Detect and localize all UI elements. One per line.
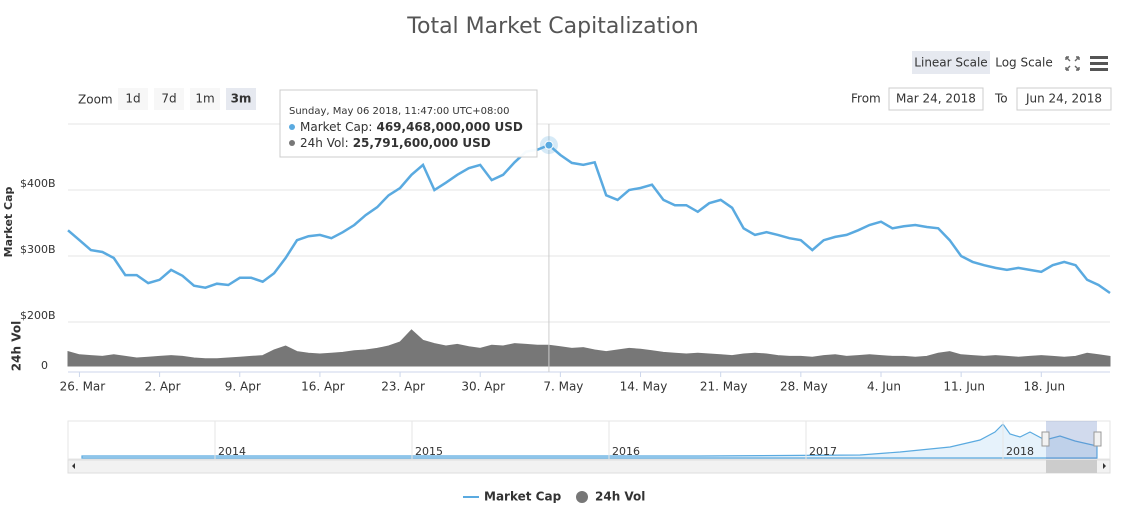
tooltip-box (279, 89, 538, 158)
hover-marker (544, 140, 554, 150)
y2-tick-label: 0 (41, 359, 48, 372)
legend: Market Cap 24h Vol (463, 490, 645, 504)
to-label: To (994, 92, 1008, 106)
x-tick-label: 28. May (780, 380, 828, 394)
icon-path (1065, 56, 1080, 71)
y-tick-label: $300B (20, 243, 56, 256)
zoom-button[interactable] (226, 88, 256, 110)
zoom-button-label[interactable]: 1m (195, 92, 214, 106)
scrollbar-track[interactable] (67, 459, 1111, 474)
from-label: From (851, 92, 881, 106)
navigator-label: 2015 (415, 445, 443, 458)
menu-bar (1090, 68, 1108, 71)
x-tick-label: 21. May (700, 380, 748, 394)
tooltip-value: 25,791,600,000 USD (353, 136, 491, 150)
navigator-label: 2014 (218, 445, 246, 458)
scrollbar-thumb[interactable] (1046, 460, 1097, 473)
zoom-button[interactable] (154, 88, 184, 110)
navigator-selection[interactable] (1046, 421, 1097, 459)
navigator-labels: 2014 2015 2016 2017 2018 (214, 421, 1034, 459)
x-tick-label: 7. May (543, 380, 583, 394)
navigator-handle[interactable] (1093, 431, 1102, 447)
market-cap-line (67, 143, 1111, 295)
x-tick-label: 14. May (620, 380, 668, 394)
zoom-button-label[interactable]: 3m (231, 92, 252, 106)
chart-title: Total Market Capitalization (406, 14, 698, 39)
navigator (67, 420, 1111, 474)
scale-button-label[interactable]: Linear Scale (914, 56, 987, 70)
menu-icon[interactable] (1090, 56, 1108, 71)
x-tick-label: 9. Apr (225, 380, 261, 394)
tooltip-dot (289, 124, 295, 130)
x-tick-label: 16. Apr (301, 380, 345, 394)
x-tick-label: 4. Jun (867, 380, 901, 394)
tooltip: Sunday, May 06 2018, 11:47:00 UTC+08:00 M… (279, 89, 538, 158)
x-tick-label: 11. Jun (943, 380, 985, 394)
tooltip-label: 24h Vol: (300, 136, 349, 150)
tooltip-label: Market Cap: (300, 120, 372, 134)
navigator-handle[interactable] (1041, 431, 1050, 447)
y-tick-label: $400B (20, 177, 56, 190)
legend-label[interactable]: 24h Vol (595, 490, 645, 504)
zoom-button[interactable] (190, 88, 220, 110)
menu-bar (1090, 56, 1108, 59)
scale-buttons: Linear Scale Log Scale (912, 51, 1055, 74)
zoom-button[interactable] (118, 88, 148, 110)
x-tick-label: 18. Jun (1023, 380, 1065, 394)
from-input[interactable] (888, 87, 984, 111)
plot-area: $200B $300B $400B 0 26. Mar 2. Apr 9. Apr 16. A… (20, 124, 1111, 394)
menu-bar (1090, 62, 1108, 65)
x-tick-label: 26. Mar (60, 380, 106, 394)
fullscreen-icon[interactable] (1065, 56, 1080, 71)
scale-button[interactable] (993, 51, 1055, 74)
zoom-button-label[interactable]: 1d (125, 92, 140, 106)
x-tick-label: 2. Apr (145, 380, 181, 394)
scale-button-label[interactable]: Log Scale (995, 56, 1053, 70)
zoom-label: Zoom (78, 93, 113, 107)
scale-button[interactable] (912, 51, 990, 74)
zoom-button-label[interactable]: 7d (161, 92, 176, 106)
x-tick-label: 23. Apr (381, 380, 425, 394)
zoom-buttons: 1d 7d 1m 3m (118, 88, 256, 110)
tooltip-line: 24h Vol: 25,791,600,000 USD (300, 136, 491, 150)
tooltip-line: Market Cap: 469,468,000,000 USD (300, 120, 523, 134)
legend-dot (576, 491, 588, 503)
legend-label[interactable]: Market Cap (484, 490, 562, 504)
to-input[interactable] (1016, 87, 1112, 111)
navigator-label: 2018 (1006, 445, 1034, 458)
tooltip-value: 469,468,000,000 USD (376, 120, 522, 134)
x-tick-label: 30. Apr (461, 380, 505, 394)
tooltip-dot (289, 140, 295, 146)
from-value[interactable]: Mar 24, 2018 (896, 92, 976, 106)
to-value[interactable]: Jun 24, 2018 (1025, 92, 1102, 106)
volume-area (67, 329, 1111, 367)
y-axis-title: Market Cap (2, 187, 15, 258)
y-tick-label: $200B (20, 309, 56, 322)
navigator-label: 2016 (612, 445, 640, 458)
tooltip-date: Sunday, May 06 2018, 11:47:00 UTC+08:00 (289, 106, 509, 117)
y2-axis-title: 24h Vol (10, 321, 24, 371)
navigator-label: 2017 (809, 445, 837, 458)
navigator-series (81, 423, 1098, 459)
